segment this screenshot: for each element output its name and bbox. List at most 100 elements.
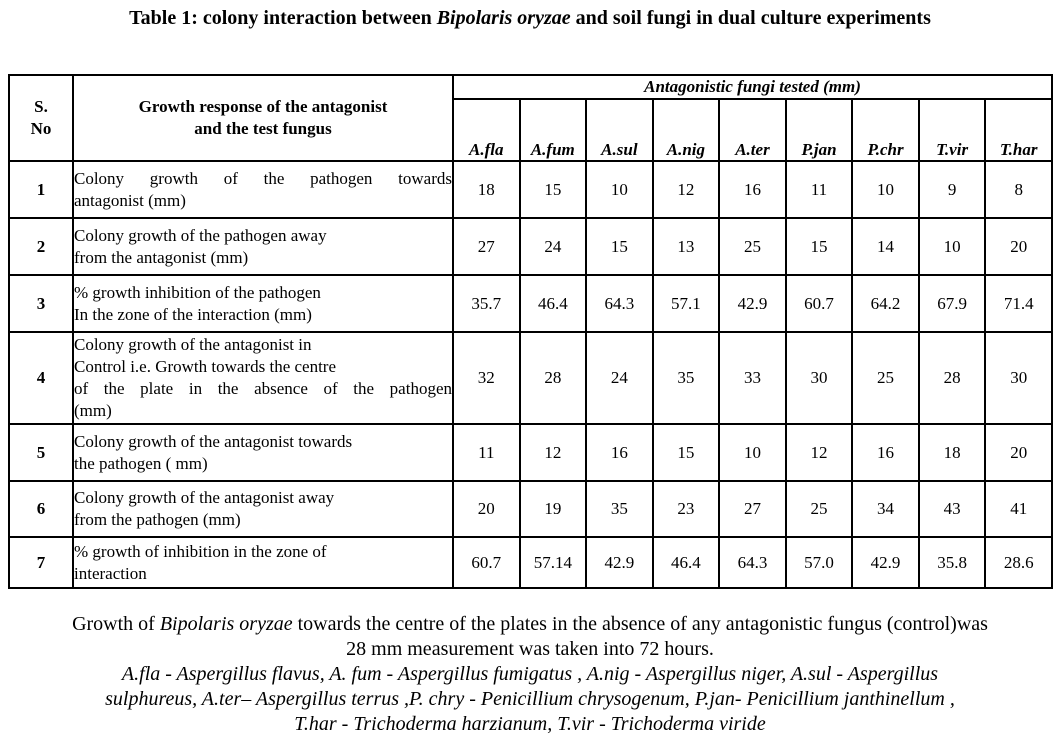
cell-value: 42.9 xyxy=(718,274,787,333)
table-title-suffix: and soil fungi in dual culture experimen… xyxy=(570,7,931,29)
cell-value: 60.7 xyxy=(784,274,854,333)
cell-value: 46.4 xyxy=(518,274,588,333)
column-header-sno: S. No xyxy=(8,74,74,162)
cell-value: 16 xyxy=(585,423,654,482)
description-line: from the antagonist (mm) xyxy=(74,247,249,267)
cell-value: 34 xyxy=(851,480,920,538)
row-number: 4 xyxy=(8,331,74,425)
cell-value: 35.7 xyxy=(452,274,521,333)
abbrev-line: T.har - Trichoderma harzianum, T.vir - T… xyxy=(294,713,766,735)
row-number: 1 xyxy=(8,160,74,219)
table-title-prefix: Table 1: colony interaction between xyxy=(129,7,437,29)
cell-value: 57.1 xyxy=(651,274,721,333)
cell-value: 10 xyxy=(718,423,787,482)
row-description: Colony growth of the antagonist in Contro… xyxy=(72,331,454,425)
cell-value: 64.2 xyxy=(851,274,920,333)
row-description: Colony growth of the antagonist towards t… xyxy=(72,423,454,482)
description-line: (mm) xyxy=(74,401,112,420)
row-number: 3 xyxy=(8,274,74,333)
description-line: % growth inhibition of the pathogen xyxy=(74,282,321,302)
abbrev-line: sulphureus, A.ter– Aspergillus terrus ,P… xyxy=(105,688,955,710)
control-note-line2: 28 mm measurement was taken into 72 hour… xyxy=(346,638,714,660)
cell-value: 64.3 xyxy=(585,274,654,333)
cell-value: 11 xyxy=(784,160,854,219)
cell-value: 35 xyxy=(585,480,654,538)
cell-value: 64.3 xyxy=(718,536,787,589)
cell-value: 25 xyxy=(851,331,920,425)
row-description: Colony growth of the pathogen towards ant… xyxy=(72,160,454,219)
cell-value: 10 xyxy=(851,160,920,219)
row-description: % growth inhibition of the pathogen In th… xyxy=(72,274,454,333)
column-header-a-fum: A.fum xyxy=(518,98,588,162)
description-line: Colony growth of the antagonist away xyxy=(74,488,335,507)
row-description: Colony growth of the antagonist away from… xyxy=(72,480,454,538)
row-number: 6 xyxy=(8,480,74,538)
cell-value: 25 xyxy=(784,480,854,538)
description-line: the pathogen ( mm) xyxy=(74,453,208,473)
cell-value: 27 xyxy=(718,480,787,538)
cell-value: 43 xyxy=(917,480,987,538)
cell-value: 18 xyxy=(917,423,987,482)
cell-value: 9 xyxy=(917,160,987,219)
row-description: Colony growth of the pathogen away from t… xyxy=(72,217,454,276)
cell-value: 16 xyxy=(851,423,920,482)
cell-value: 15 xyxy=(784,217,854,276)
cell-value: 30 xyxy=(784,331,854,425)
cell-value: 12 xyxy=(518,423,588,482)
cell-value: 20 xyxy=(452,480,521,538)
control-note: Growth of Bipolaris oryzae towards the c… xyxy=(0,612,1060,637)
cell-value: 42.9 xyxy=(585,536,654,589)
row-number: 5 xyxy=(8,423,74,482)
cell-value: 25 xyxy=(718,217,787,276)
cell-value: 12 xyxy=(784,423,854,482)
description-line: In the zone of the interaction (mm) xyxy=(74,304,312,324)
cell-value: 41 xyxy=(984,480,1053,538)
cell-value: 60.7 xyxy=(452,536,521,589)
table-title-species: Bipolaris oryzae xyxy=(436,7,571,29)
cell-value: 42.9 xyxy=(851,536,920,589)
description-line: from the pathogen (mm) xyxy=(74,510,241,529)
cell-value: 15 xyxy=(585,217,654,276)
column-header-antagonistic-fungi: Antagonistic fungi tested (mm) xyxy=(452,74,1053,100)
cell-value: 28 xyxy=(518,331,588,425)
cell-value: 23 xyxy=(651,480,721,538)
fungi-header-row: A.fla A.fum A.sul A.nig A.ter P.jan P.chr T.vir… xyxy=(9,98,1053,162)
cell-value: 28 xyxy=(917,331,987,425)
cell-value: 20 xyxy=(984,217,1053,276)
cell-value: 33 xyxy=(718,331,787,425)
cell-value: 11 xyxy=(452,423,521,482)
table-row: 3% growth inhibition of the pathogen In t… xyxy=(8,274,1053,333)
cell-value: 71.4 xyxy=(984,274,1053,333)
cell-value: 67.9 xyxy=(917,274,987,333)
cell-value: 35.8 xyxy=(917,536,987,589)
description-line: Control i.e. Growth towards the centre xyxy=(74,357,337,376)
cell-value: 24 xyxy=(518,217,588,276)
cell-value: 14 xyxy=(851,217,920,276)
header-row-top: S. No Growth response of the antagonist … xyxy=(8,74,1053,162)
table-title: Table 1: colony interaction between Bipo… xyxy=(0,7,1060,30)
cell-value: 18 xyxy=(452,160,521,219)
column-header-t-vir: T.vir xyxy=(917,98,987,162)
column-header-a-fla: A.fla xyxy=(452,98,521,162)
cell-value: 12 xyxy=(651,160,721,219)
cell-value: 8 xyxy=(984,160,1053,219)
cell-value: 15 xyxy=(518,160,588,219)
description-line: Colony growth of the antagonist in xyxy=(74,335,312,354)
cell-value: 15 xyxy=(651,423,721,482)
cell-value: 10 xyxy=(585,160,654,219)
description-line: antagonist (mm) xyxy=(74,190,186,210)
colony-interaction-table: S. No Growth response of the antagonist … xyxy=(8,74,1053,589)
description-line: interaction xyxy=(74,563,147,583)
cell-value: 27 xyxy=(452,217,521,276)
cell-value: 19 xyxy=(518,480,588,538)
column-header-a-sul: A.sul xyxy=(585,98,654,162)
cell-value: 57.14 xyxy=(518,536,588,589)
description-line: of the plate in the absence of the patho… xyxy=(74,379,452,398)
cell-value: 10 xyxy=(917,217,987,276)
table-row: 7% growth of inhibition in the zone of in… xyxy=(8,536,1053,589)
table-row: 1 Colony growth of the pathogen towards an… xyxy=(8,160,1053,219)
control-note-prefix: Growth of xyxy=(72,613,160,635)
cell-value: 46.4 xyxy=(651,536,721,589)
cell-value: 28.6 xyxy=(984,536,1053,589)
